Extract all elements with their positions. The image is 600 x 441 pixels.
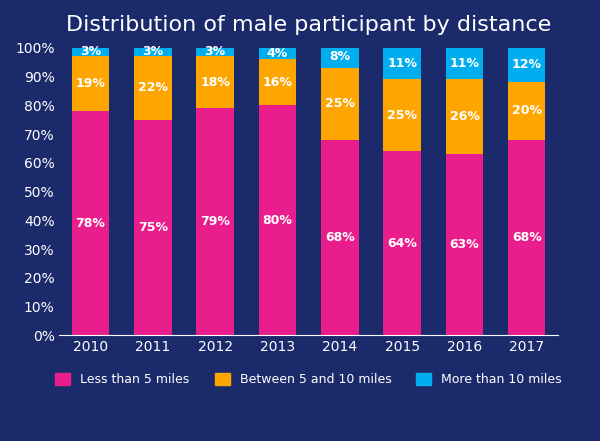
Bar	[134, 56, 172, 120]
Bar	[72, 48, 109, 56]
Text: 80%: 80%	[263, 214, 292, 227]
Text: 19%: 19%	[76, 77, 106, 90]
Bar	[196, 56, 234, 108]
Bar	[72, 56, 109, 111]
Text: 68%: 68%	[325, 231, 355, 244]
Bar	[508, 82, 545, 140]
Bar	[259, 59, 296, 105]
Text: 3%: 3%	[205, 45, 226, 59]
Bar	[508, 48, 545, 82]
Bar	[321, 45, 359, 68]
Bar	[196, 108, 234, 336]
Bar	[383, 151, 421, 336]
Legend: Less than 5 miles, Between 5 and 10 miles, More than 10 miles: Less than 5 miles, Between 5 and 10 mile…	[49, 367, 568, 392]
Text: 75%: 75%	[138, 221, 168, 234]
Text: 26%: 26%	[449, 110, 479, 123]
Bar	[134, 120, 172, 336]
Text: 12%: 12%	[512, 59, 542, 71]
Bar	[508, 140, 545, 336]
Text: 11%: 11%	[449, 57, 479, 70]
Bar	[383, 79, 421, 151]
Text: 25%: 25%	[387, 109, 417, 122]
Bar	[196, 48, 234, 56]
Text: 8%: 8%	[329, 50, 350, 63]
Text: 11%: 11%	[387, 57, 417, 70]
Text: 22%: 22%	[138, 82, 168, 94]
Bar	[446, 79, 483, 154]
Bar	[321, 140, 359, 336]
Title: Distribution of male participant by distance: Distribution of male participant by dist…	[66, 15, 551, 35]
Text: 63%: 63%	[449, 238, 479, 251]
Bar	[321, 68, 359, 140]
Text: 4%: 4%	[267, 47, 288, 60]
Bar	[383, 48, 421, 79]
Text: 18%: 18%	[200, 76, 230, 89]
Text: 16%: 16%	[263, 76, 292, 89]
Bar	[259, 105, 296, 336]
Text: 78%: 78%	[76, 217, 106, 230]
Bar	[259, 48, 296, 59]
Text: 25%: 25%	[325, 97, 355, 110]
Bar	[72, 111, 109, 336]
Text: 20%: 20%	[512, 105, 542, 117]
Text: 3%: 3%	[142, 45, 163, 59]
Bar	[446, 48, 483, 79]
Text: 68%: 68%	[512, 231, 542, 244]
Bar	[446, 154, 483, 336]
Text: 79%: 79%	[200, 215, 230, 228]
Bar	[134, 48, 172, 56]
Text: 3%: 3%	[80, 45, 101, 59]
Text: 64%: 64%	[387, 237, 417, 250]
